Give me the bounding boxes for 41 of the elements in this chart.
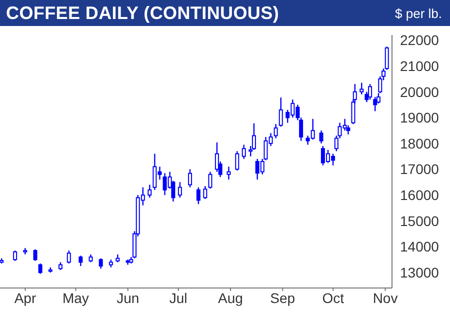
- y-tick-label: 22000: [400, 32, 440, 48]
- x-tick-label: Aug: [218, 290, 243, 306]
- candlestick: [38, 262, 42, 274]
- y-tick-label: 13000: [400, 264, 440, 280]
- candlestick: [188, 168, 192, 188]
- y-axis-title: $ per lb.: [395, 6, 442, 20]
- candlestick: [13, 250, 18, 262]
- candlestick: [148, 184, 152, 198]
- chart-title: COFFEE DAILY (CONTINUOUS): [6, 2, 280, 24]
- x-tick-label: Apr: [14, 290, 36, 306]
- y-tick-label: 16000: [400, 187, 440, 204]
- y-tick-label: 17000: [400, 161, 440, 178]
- y-tick-label: 21000: [400, 58, 440, 74]
- candlestick: [98, 258, 103, 270]
- candlestick: [368, 83, 372, 100]
- x-tick-label: Sep: [270, 290, 296, 306]
- x-tick-label: Jul: [169, 290, 188, 306]
- candlestick: [242, 144, 246, 160]
- candlestick: [208, 171, 212, 190]
- candlestick: [235, 150, 240, 172]
- candlestick: [278, 96, 283, 128]
- candlestick: [78, 255, 83, 267]
- candlestick: [178, 182, 182, 198]
- candlestick: [319, 130, 324, 144]
- y-tick-label: 15000: [400, 212, 440, 229]
- candlestick: [274, 123, 278, 139]
- candlestick: [360, 82, 364, 95]
- candlestick: [196, 186, 200, 205]
- y-tick-label: 14000: [400, 238, 440, 255]
- candlestick: [203, 185, 208, 200]
- x-tick-label: Jun: [116, 290, 140, 306]
- y-tick-label: 19000: [400, 110, 440, 126]
- candlestick: [373, 96, 378, 112]
- x-tick-label: Nov: [372, 290, 398, 306]
- x-tick-label: Oct: [322, 290, 344, 306]
- candlestick: [66, 250, 71, 264]
- x-tick-label: May: [62, 290, 89, 306]
- candlestick: [33, 248, 38, 262]
- candlestick: [226, 166, 231, 180]
- y-tick-label: 18000: [400, 135, 440, 152]
- y-tick-label: 20000: [400, 84, 440, 100]
